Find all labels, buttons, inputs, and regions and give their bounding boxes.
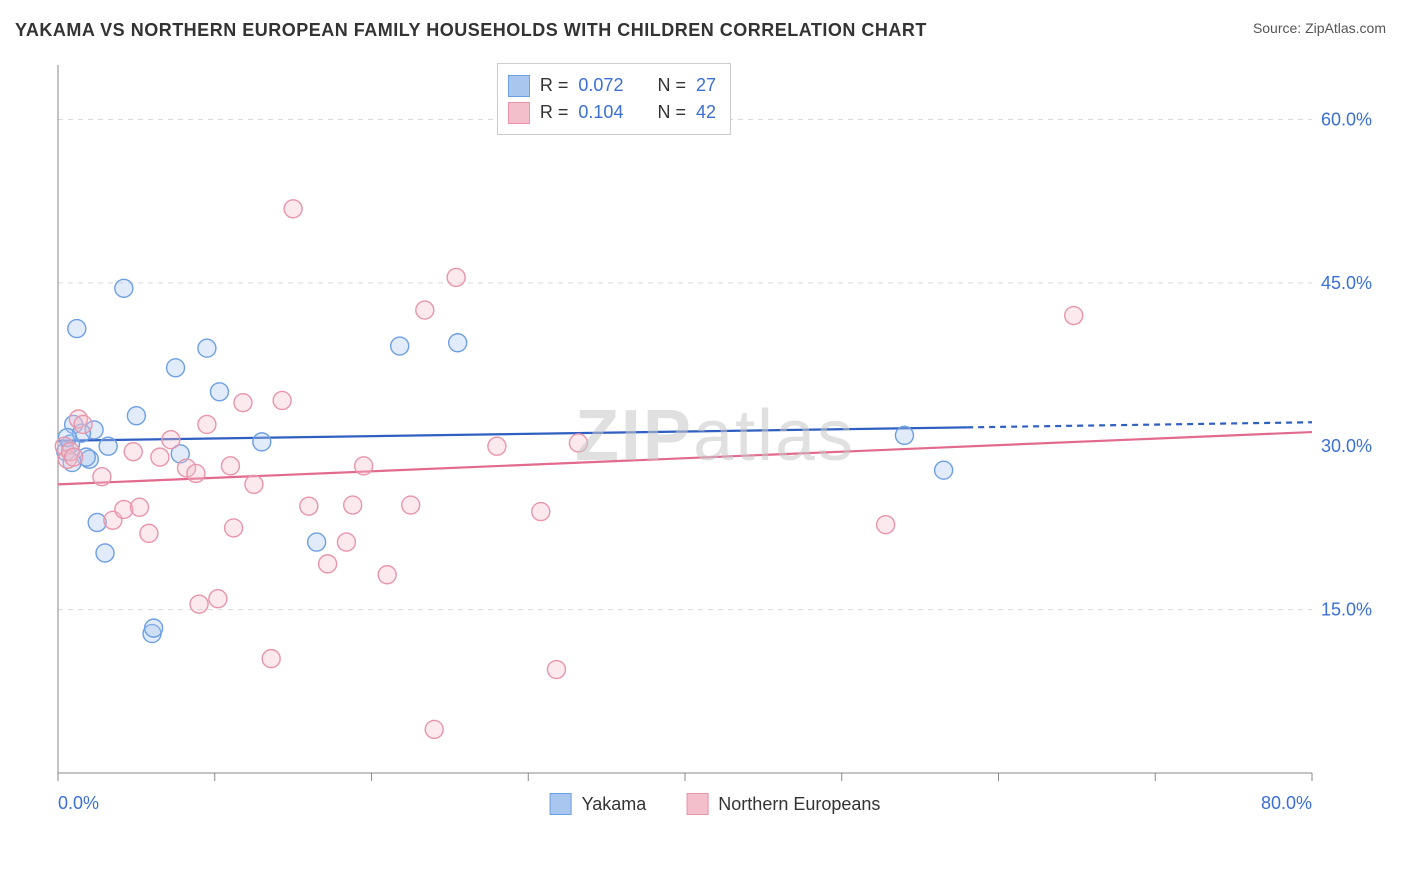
legend-swatch-icon <box>508 102 530 124</box>
svg-text:0.0%: 0.0% <box>58 793 99 813</box>
chart-container: YAKAMA VS NORTHERN EUROPEAN FAMILY HOUSE… <box>0 0 1406 892</box>
chart-svg: 0.0% 80.0% 15.0% 30.0% 45.0% 60.0% <box>50 55 1380 825</box>
chart-source: Source: ZipAtlas.com <box>1253 20 1386 36</box>
svg-text:45.0%: 45.0% <box>1321 273 1372 293</box>
bottom-legend: Yakama Northern Europeans <box>550 793 881 815</box>
legend-label: Northern Europeans <box>718 794 880 815</box>
n-label: N = <box>657 99 686 126</box>
n-value: 27 <box>696 72 716 99</box>
r-value: 0.072 <box>578 72 623 99</box>
r-label: R = <box>540 72 569 99</box>
n-value: 42 <box>696 99 716 126</box>
svg-text:15.0%: 15.0% <box>1321 600 1372 620</box>
svg-text:30.0%: 30.0% <box>1321 436 1372 456</box>
legend-swatch-icon <box>686 793 708 815</box>
plot-area: 0.0%80.0%15.0%30.0%45.0%60.0% ZIPatlas R… <box>50 55 1380 825</box>
legend-item-yakama: Yakama <box>550 793 647 815</box>
svg-text:80.0%: 80.0% <box>1261 793 1312 813</box>
chart-title: YAKAMA VS NORTHERN EUROPEAN FAMILY HOUSE… <box>15 20 927 41</box>
r-label: R = <box>540 99 569 126</box>
legend-item-northern-europeans: Northern Europeans <box>686 793 880 815</box>
r-value: 0.104 <box>578 99 623 126</box>
correlation-legend: R = 0.072 N = 27 R = 0.104 N = 42 <box>497 63 731 135</box>
n-label: N = <box>657 72 686 99</box>
svg-text:60.0%: 60.0% <box>1321 109 1372 129</box>
correlation-row: R = 0.072 N = 27 <box>508 72 716 99</box>
legend-swatch-icon <box>550 793 572 815</box>
correlation-row: R = 0.104 N = 42 <box>508 99 716 126</box>
legend-label: Yakama <box>582 794 647 815</box>
legend-swatch-icon <box>508 75 530 97</box>
